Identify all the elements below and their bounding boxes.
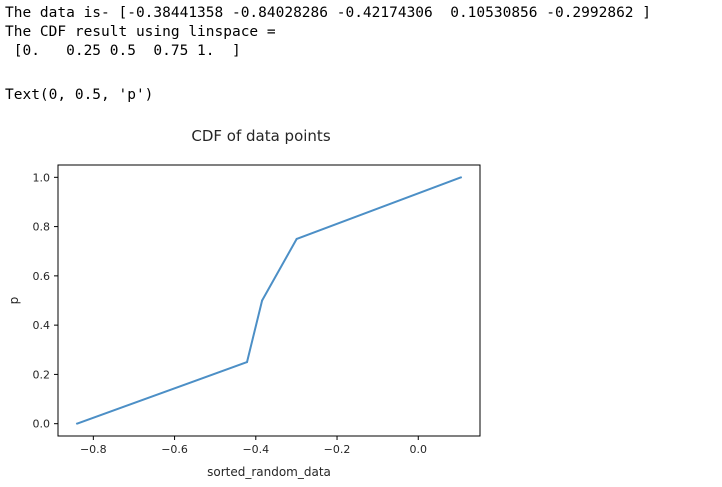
x-tick-label: −0.2 [324, 443, 351, 456]
cdf-series-points [75, 176, 463, 425]
x-tick-label: 0.0 [410, 443, 428, 456]
data-point [245, 361, 248, 364]
data-line: The data is- [-0.38441358 -0.84028286 -0… [5, 5, 652, 21]
data-point [295, 237, 298, 240]
data-point [261, 299, 264, 302]
plot-frame [57, 164, 481, 437]
data-point [75, 422, 78, 425]
x-axis: −0.8 −0.6 −0.4 −0.2 0.0 [80, 436, 427, 456]
y-axis-label: p [7, 297, 21, 305]
y-tick-label: 0.8 [33, 221, 51, 234]
x-tick-label: −0.4 [242, 443, 269, 456]
x-axis-label: sorted_random_data [207, 465, 331, 479]
y-tick-label: 0.6 [33, 270, 51, 283]
cdf-heading-line: The CDF result using linspace = [5, 24, 276, 40]
y-tick-label: 0.4 [33, 319, 51, 332]
y-tick-label: 0.2 [33, 368, 51, 381]
cdf-values-line: [0. 0.25 0.5 0.75 1. ] [5, 43, 241, 59]
chart-title: CDF of data points [191, 127, 330, 145]
y-tick-label: 1.0 [33, 171, 51, 184]
x-tick-label: −0.6 [161, 443, 188, 456]
y-axis: 0.0 0.2 0.4 0.6 0.8 1.0 [33, 171, 58, 431]
cdf-chart: CDF of data points −0.8 −0.6 −0.4 −0.2 0.0 0… [7, 127, 481, 479]
cdf-series-line [76, 176, 462, 425]
data-point [460, 176, 463, 179]
x-tick-label: −0.8 [80, 443, 107, 456]
y-tick-label: 0.0 [33, 418, 51, 431]
text-repr-output: Text(0, 0.5, 'p') [5, 87, 154, 103]
stdout-output: The data is- [-0.38441358 -0.84028286 -0… [5, 4, 651, 61]
